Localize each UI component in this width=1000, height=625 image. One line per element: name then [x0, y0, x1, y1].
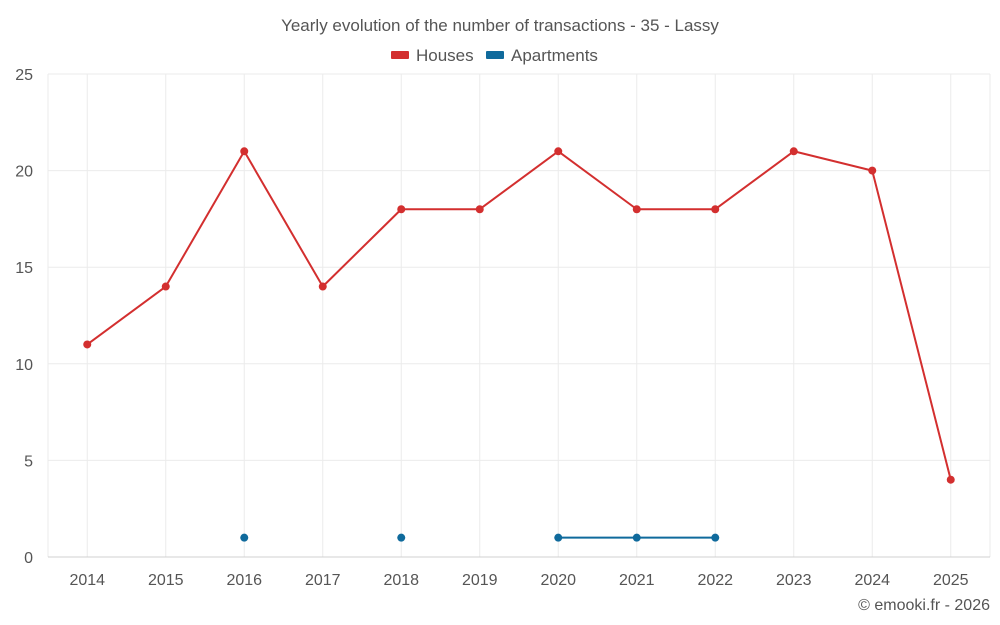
- data-point-houses-2015[interactable]: [161, 282, 170, 291]
- data-point-apartments-2016[interactable]: [240, 533, 249, 542]
- chart-title: Yearly evolution of the number of transa…: [281, 16, 719, 35]
- data-point-houses-2018[interactable]: [397, 205, 406, 214]
- y-tick-label: 15: [15, 260, 33, 277]
- x-tick-label: 2015: [148, 572, 184, 589]
- series-line-segment-houses: [871, 169, 952, 481]
- x-tick-label: 2022: [697, 572, 733, 589]
- legend-swatch-apartments: [486, 51, 504, 59]
- data-point-houses-2017[interactable]: [318, 282, 327, 291]
- y-tick-label: 5: [24, 453, 33, 470]
- series-line-segment-houses: [86, 285, 167, 346]
- series-line-segment-houses: [792, 150, 874, 172]
- series-line-segment-houses: [557, 150, 638, 211]
- data-point-houses-2016[interactable]: [240, 147, 249, 156]
- data-point-houses-2022[interactable]: [711, 205, 720, 214]
- x-tick-label: 2021: [619, 572, 655, 589]
- credit-text: © emooki.fr - 2026: [858, 597, 990, 614]
- legend-item-houses[interactable]: Houses: [391, 46, 474, 65]
- data-point-houses-2020[interactable]: [554, 147, 563, 156]
- x-tick-label: 2016: [226, 572, 262, 589]
- y-tick-label: 10: [15, 357, 33, 374]
- x-tick-label: 2019: [462, 572, 498, 589]
- x-tick-label: 2014: [69, 572, 105, 589]
- legend-label-houses: Houses: [416, 46, 474, 65]
- series-apartments: [240, 533, 720, 542]
- series-line-segment-houses: [164, 150, 246, 288]
- series-line-segment-houses: [243, 150, 324, 288]
- x-tick-label: 2018: [383, 572, 419, 589]
- data-point-houses-2024[interactable]: [868, 166, 877, 175]
- data-point-houses-2023[interactable]: [789, 147, 798, 156]
- data-point-apartments-2022[interactable]: [711, 533, 720, 542]
- x-tick-label: 2023: [776, 572, 812, 589]
- x-tick-label: 2020: [540, 572, 576, 589]
- grid: [47, 73, 991, 557]
- data-point-houses-2014[interactable]: [83, 340, 92, 349]
- series-line-segment-houses: [478, 150, 560, 211]
- legend: Houses Apartments: [391, 46, 598, 65]
- series-houses: [83, 147, 955, 484]
- legend-swatch-houses: [391, 51, 409, 59]
- data-point-apartments-2020[interactable]: [554, 533, 563, 542]
- plot-area: [83, 147, 955, 542]
- data-point-apartments-2021[interactable]: [632, 533, 641, 542]
- series-line-segment-houses: [321, 208, 403, 288]
- data-point-houses-2019[interactable]: [475, 205, 484, 214]
- y-tick-label: 20: [15, 164, 33, 181]
- x-tick-label: 2017: [305, 572, 341, 589]
- y-tick-label: 25: [15, 67, 33, 84]
- data-point-houses-2025[interactable]: [946, 475, 955, 484]
- x-tick-label: 2024: [854, 572, 890, 589]
- legend-label-apartments: Apartments: [511, 46, 598, 65]
- legend-item-apartments[interactable]: Apartments: [486, 46, 598, 65]
- data-point-apartments-2018[interactable]: [397, 533, 406, 542]
- y-tick-label: 0: [24, 550, 33, 567]
- data-point-houses-2021[interactable]: [632, 205, 641, 214]
- x-tick-label: 2025: [933, 572, 969, 589]
- series-line-segment-houses: [714, 150, 795, 211]
